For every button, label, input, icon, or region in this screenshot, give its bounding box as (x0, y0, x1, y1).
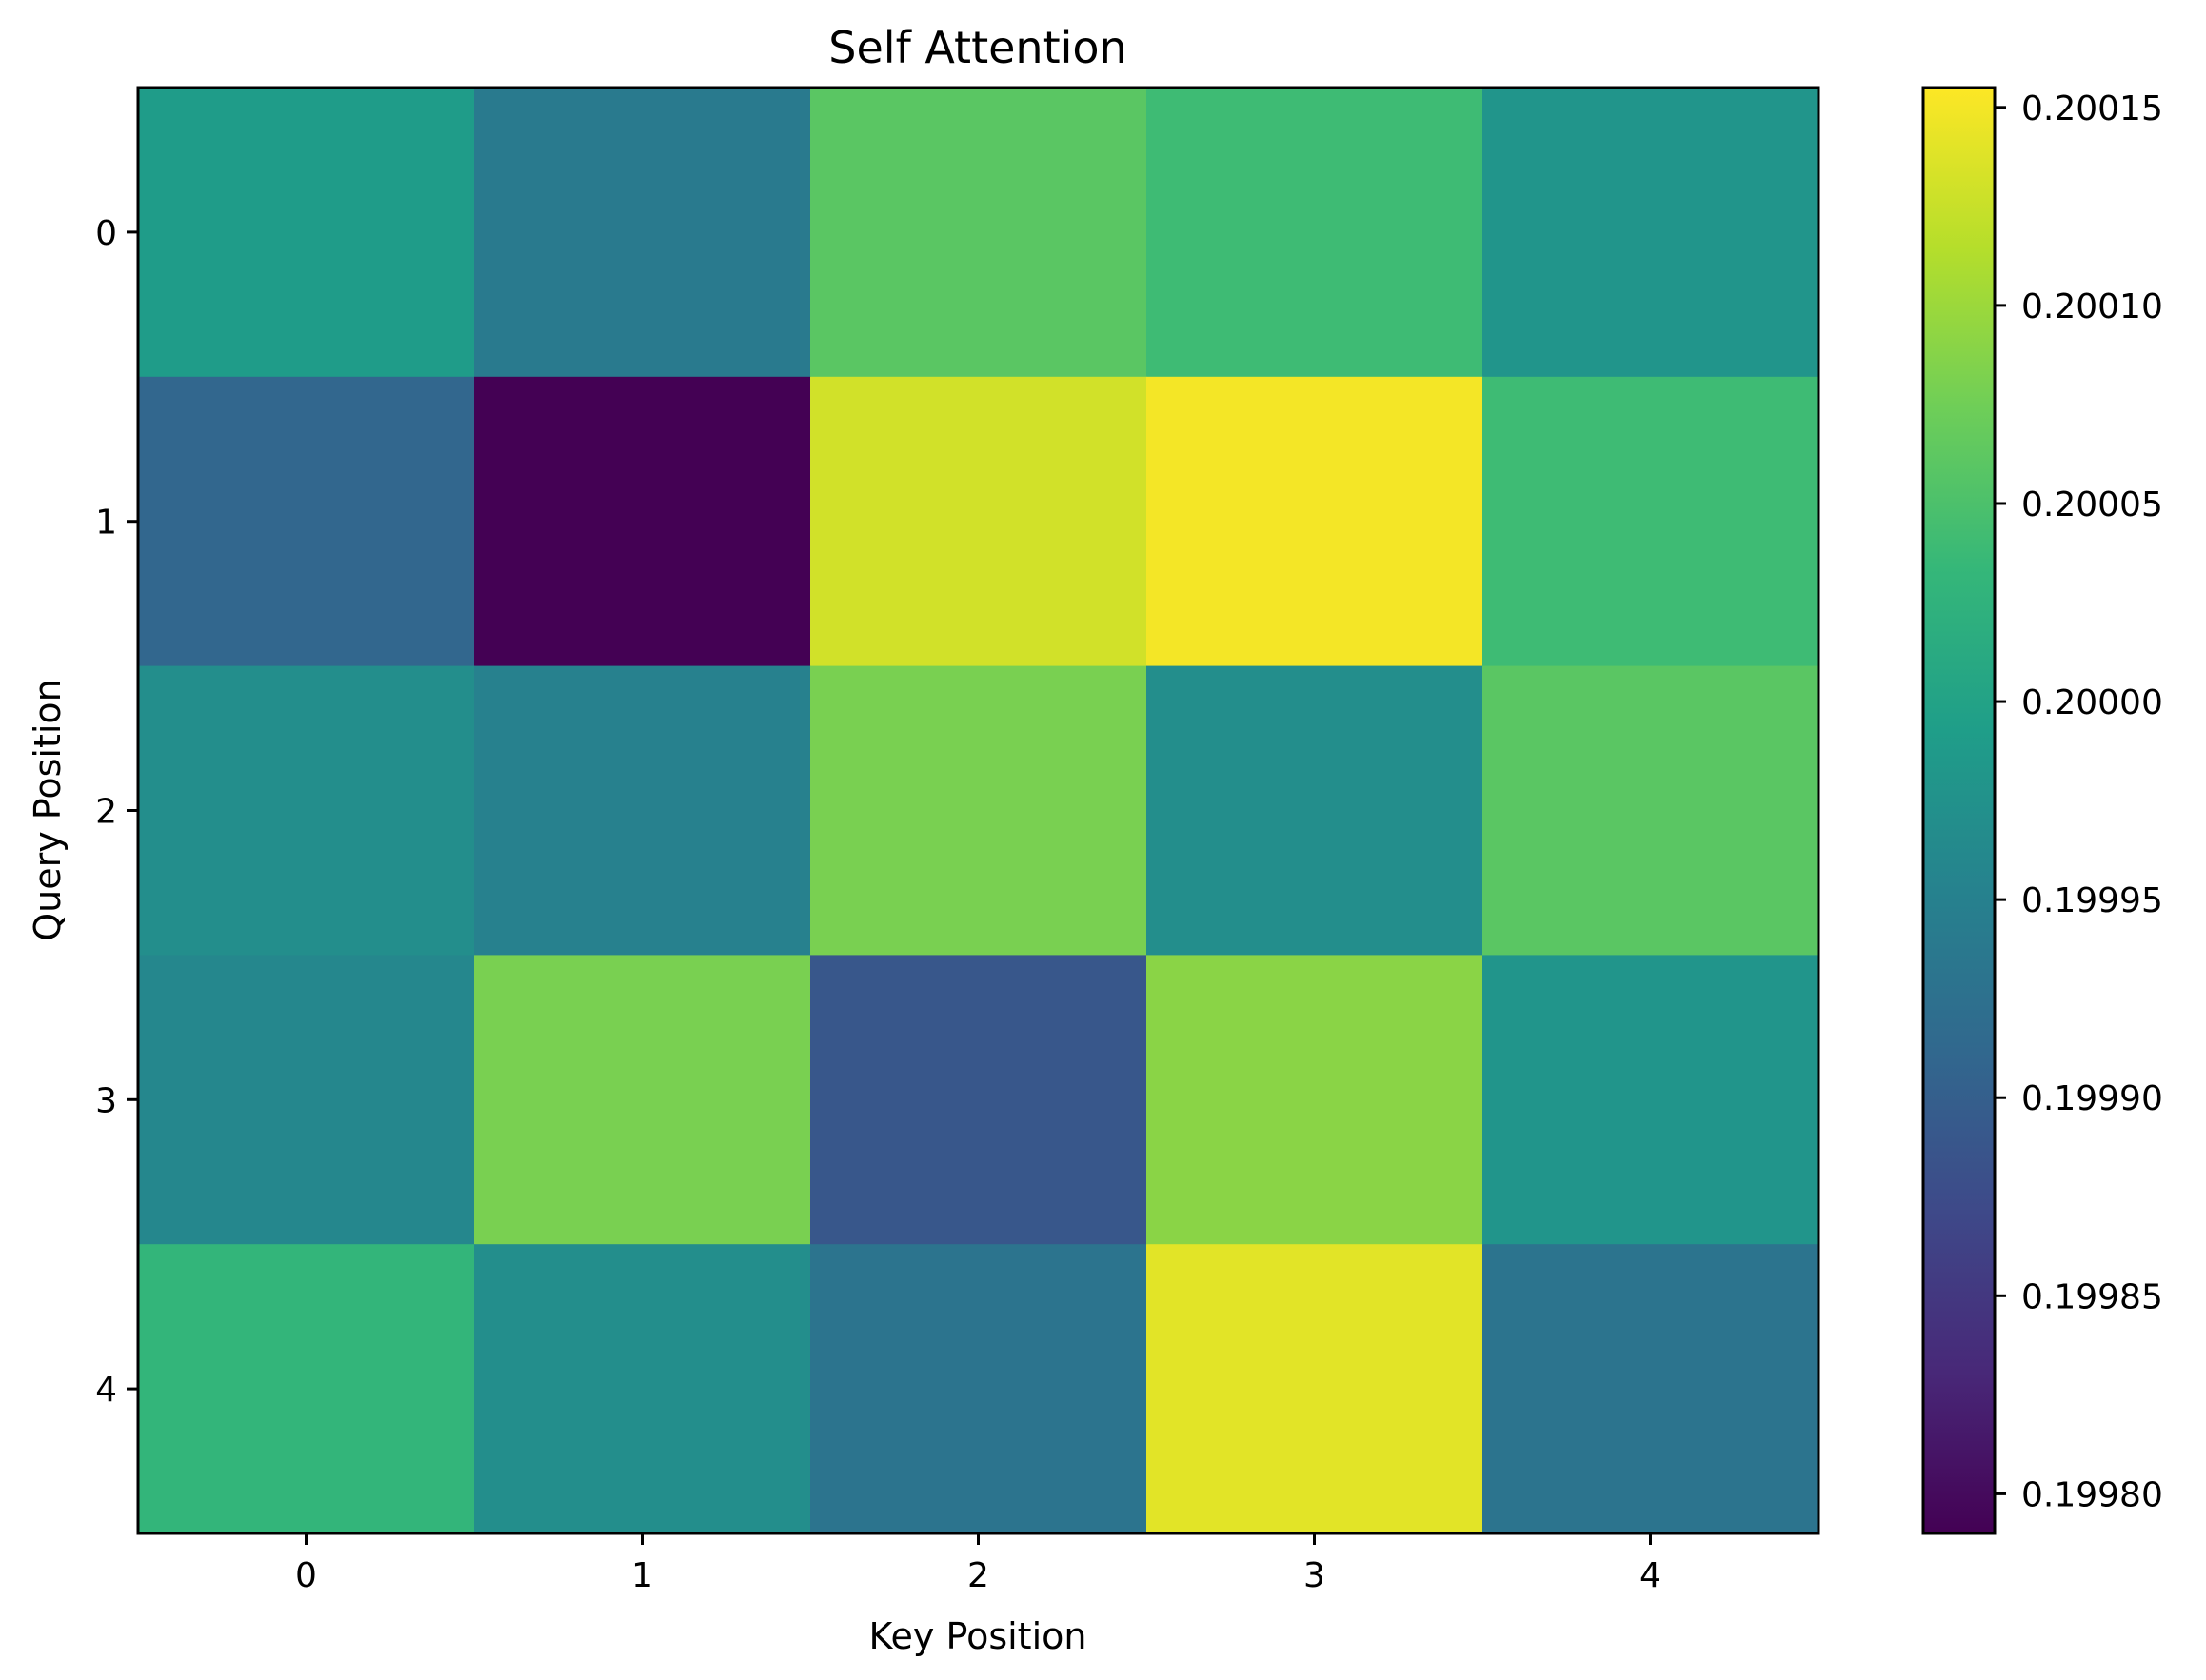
heatmap-cell-r4-c1 (474, 1244, 811, 1534)
y-tick-label: 3 (95, 1081, 117, 1120)
y-tick-label: 4 (95, 1371, 117, 1410)
heatmap-cell-r1-c3 (1146, 376, 1483, 667)
colorbar-tick-label: 0.19990 (2021, 1079, 2163, 1118)
y-tick-label: 0 (95, 214, 117, 253)
colorbar-tick-label: 0.19980 (2021, 1475, 2163, 1514)
heatmap-cell-r1-c4 (1482, 376, 1819, 667)
heatmap-cell-r1-c2 (810, 376, 1147, 667)
heatmap-cell-r0-c2 (810, 88, 1147, 378)
heatmap-cell-r0-c4 (1482, 88, 1819, 378)
heatmap-cell-r2-c3 (1146, 665, 1483, 956)
heatmap-cell-r3-c3 (1146, 955, 1483, 1245)
heatmap-cell-r3-c0 (138, 955, 475, 1245)
x-tick-label: 0 (295, 1556, 317, 1595)
heatmap-cell-r2-c4 (1482, 665, 1819, 956)
heatmap-cell-r4-c4 (1482, 1244, 1819, 1534)
heatmap-cell-r3-c1 (474, 955, 811, 1245)
x-axis-label: Key Position (869, 1615, 1087, 1657)
colorbar-tick-label: 0.19995 (2021, 881, 2163, 920)
x-axis-ticks: 0 1 2 3 4 (295, 1533, 1661, 1595)
heatmap-cell-r2-c1 (474, 665, 811, 956)
heatmap-cell-r2-c0 (138, 665, 475, 956)
heatmap-cell-r3-c2 (810, 955, 1147, 1245)
y-tick-label: 2 (95, 793, 117, 832)
colorbar-tick-label: 0.20010 (2021, 287, 2163, 326)
colorbar-tick-label: 0.20015 (2021, 89, 2163, 128)
heatmap-cell-r4-c0 (138, 1244, 475, 1534)
heatmap-cell-r4-c3 (1146, 1244, 1483, 1534)
chart-title: Self Attention (828, 22, 1126, 73)
x-tick-label: 3 (1303, 1556, 1325, 1595)
x-tick-label: 4 (1640, 1556, 1661, 1595)
x-tick-label: 2 (967, 1556, 989, 1595)
colorbar (1921, 86, 1997, 1535)
colorbar-tick-label: 0.19985 (2021, 1277, 2163, 1316)
heatmap-cell-r1-c0 (138, 376, 475, 667)
colorbar-tick-label: 0.20005 (2021, 485, 2163, 524)
heatmap-cell-r3-c4 (1482, 955, 1819, 1245)
heatmap-cell-r1-c1 (474, 376, 811, 667)
heatmap-cell-r2-c2 (810, 665, 1147, 956)
colorbar-tick-label: 0.20000 (2021, 683, 2163, 722)
y-axis-ticks: 0 1 2 3 4 (95, 214, 138, 1410)
x-tick-label: 1 (631, 1556, 653, 1595)
heatmap-cell-r0-c0 (138, 88, 475, 378)
y-tick-label: 1 (95, 504, 117, 543)
y-axis-label: Query Position (27, 679, 69, 941)
heatmap-cell-r4-c2 (810, 1244, 1147, 1534)
heatmap-cells (138, 88, 1819, 1534)
heatmap-cell-r0-c3 (1146, 88, 1483, 378)
heatmap-cell-r0-c1 (474, 88, 811, 378)
colorbar-ticks: 0.19980 0.19985 0.19990 0.19995 0.20000 0.200… (1995, 89, 2163, 1514)
